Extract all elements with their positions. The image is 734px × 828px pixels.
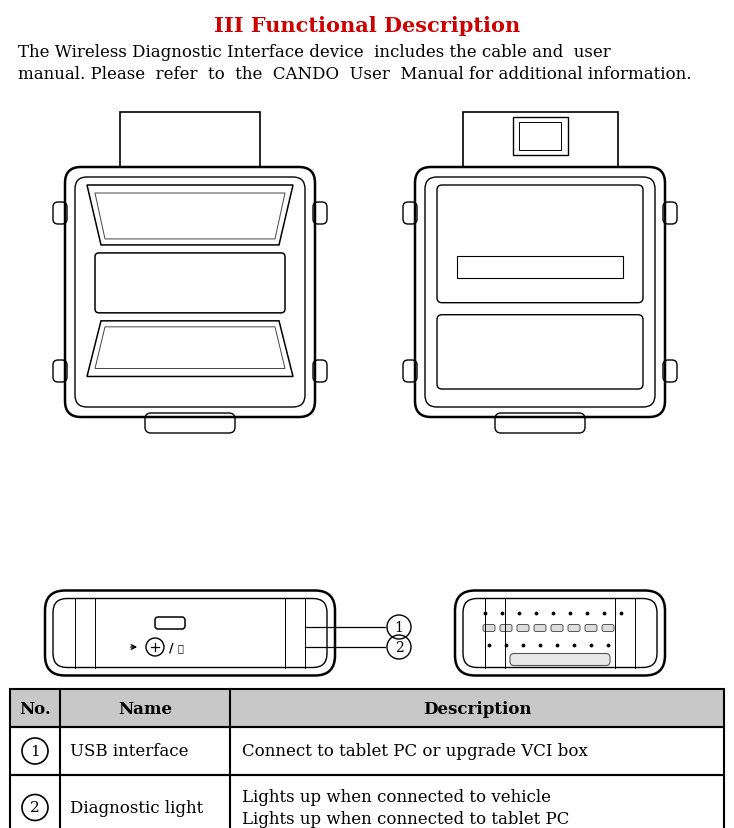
- Bar: [10, 775, 724, 828]
- Text: 火: 火: [177, 643, 183, 652]
- Bar: [462, 113, 617, 168]
- FancyBboxPatch shape: [483, 625, 495, 632]
- Text: USB interface: USB interface: [70, 743, 189, 759]
- Text: Diagnostic light: Diagnostic light: [70, 799, 203, 816]
- Text: The Wireless Diagnostic Interface device  includes the cable and  user: The Wireless Diagnostic Interface device…: [18, 44, 611, 61]
- Text: Lights up when connected to vehicle: Lights up when connected to vehicle: [242, 788, 551, 805]
- Text: 1: 1: [395, 620, 404, 634]
- Bar: [10, 727, 724, 775]
- Text: /: /: [169, 641, 173, 654]
- FancyBboxPatch shape: [534, 625, 546, 632]
- FancyBboxPatch shape: [568, 625, 580, 632]
- Text: 2: 2: [395, 640, 404, 654]
- FancyBboxPatch shape: [517, 625, 529, 632]
- Text: 1: 1: [30, 744, 40, 758]
- Text: manual. Please  refer  to  the  CANDO  User  Manual for additional information.: manual. Please refer to the CANDO User M…: [18, 66, 691, 83]
- Bar: [519, 123, 561, 151]
- Bar: [10, 689, 724, 727]
- Text: Connect to tablet PC or upgrade VCI box: Connect to tablet PC or upgrade VCI box: [242, 743, 588, 759]
- Text: Description: Description: [423, 700, 531, 717]
- Text: 2: 2: [30, 801, 40, 815]
- Bar: [512, 118, 567, 156]
- FancyBboxPatch shape: [585, 625, 597, 632]
- Bar: [120, 113, 260, 168]
- Text: Name: Name: [118, 700, 172, 717]
- Bar: [457, 257, 623, 278]
- Text: III Functional Description: III Functional Description: [214, 16, 520, 36]
- Text: Lights up when connected to tablet PC: Lights up when connected to tablet PC: [242, 810, 570, 827]
- FancyBboxPatch shape: [500, 625, 512, 632]
- FancyBboxPatch shape: [602, 625, 614, 632]
- FancyBboxPatch shape: [551, 625, 563, 632]
- FancyBboxPatch shape: [510, 654, 610, 666]
- Text: No.: No.: [19, 700, 51, 717]
